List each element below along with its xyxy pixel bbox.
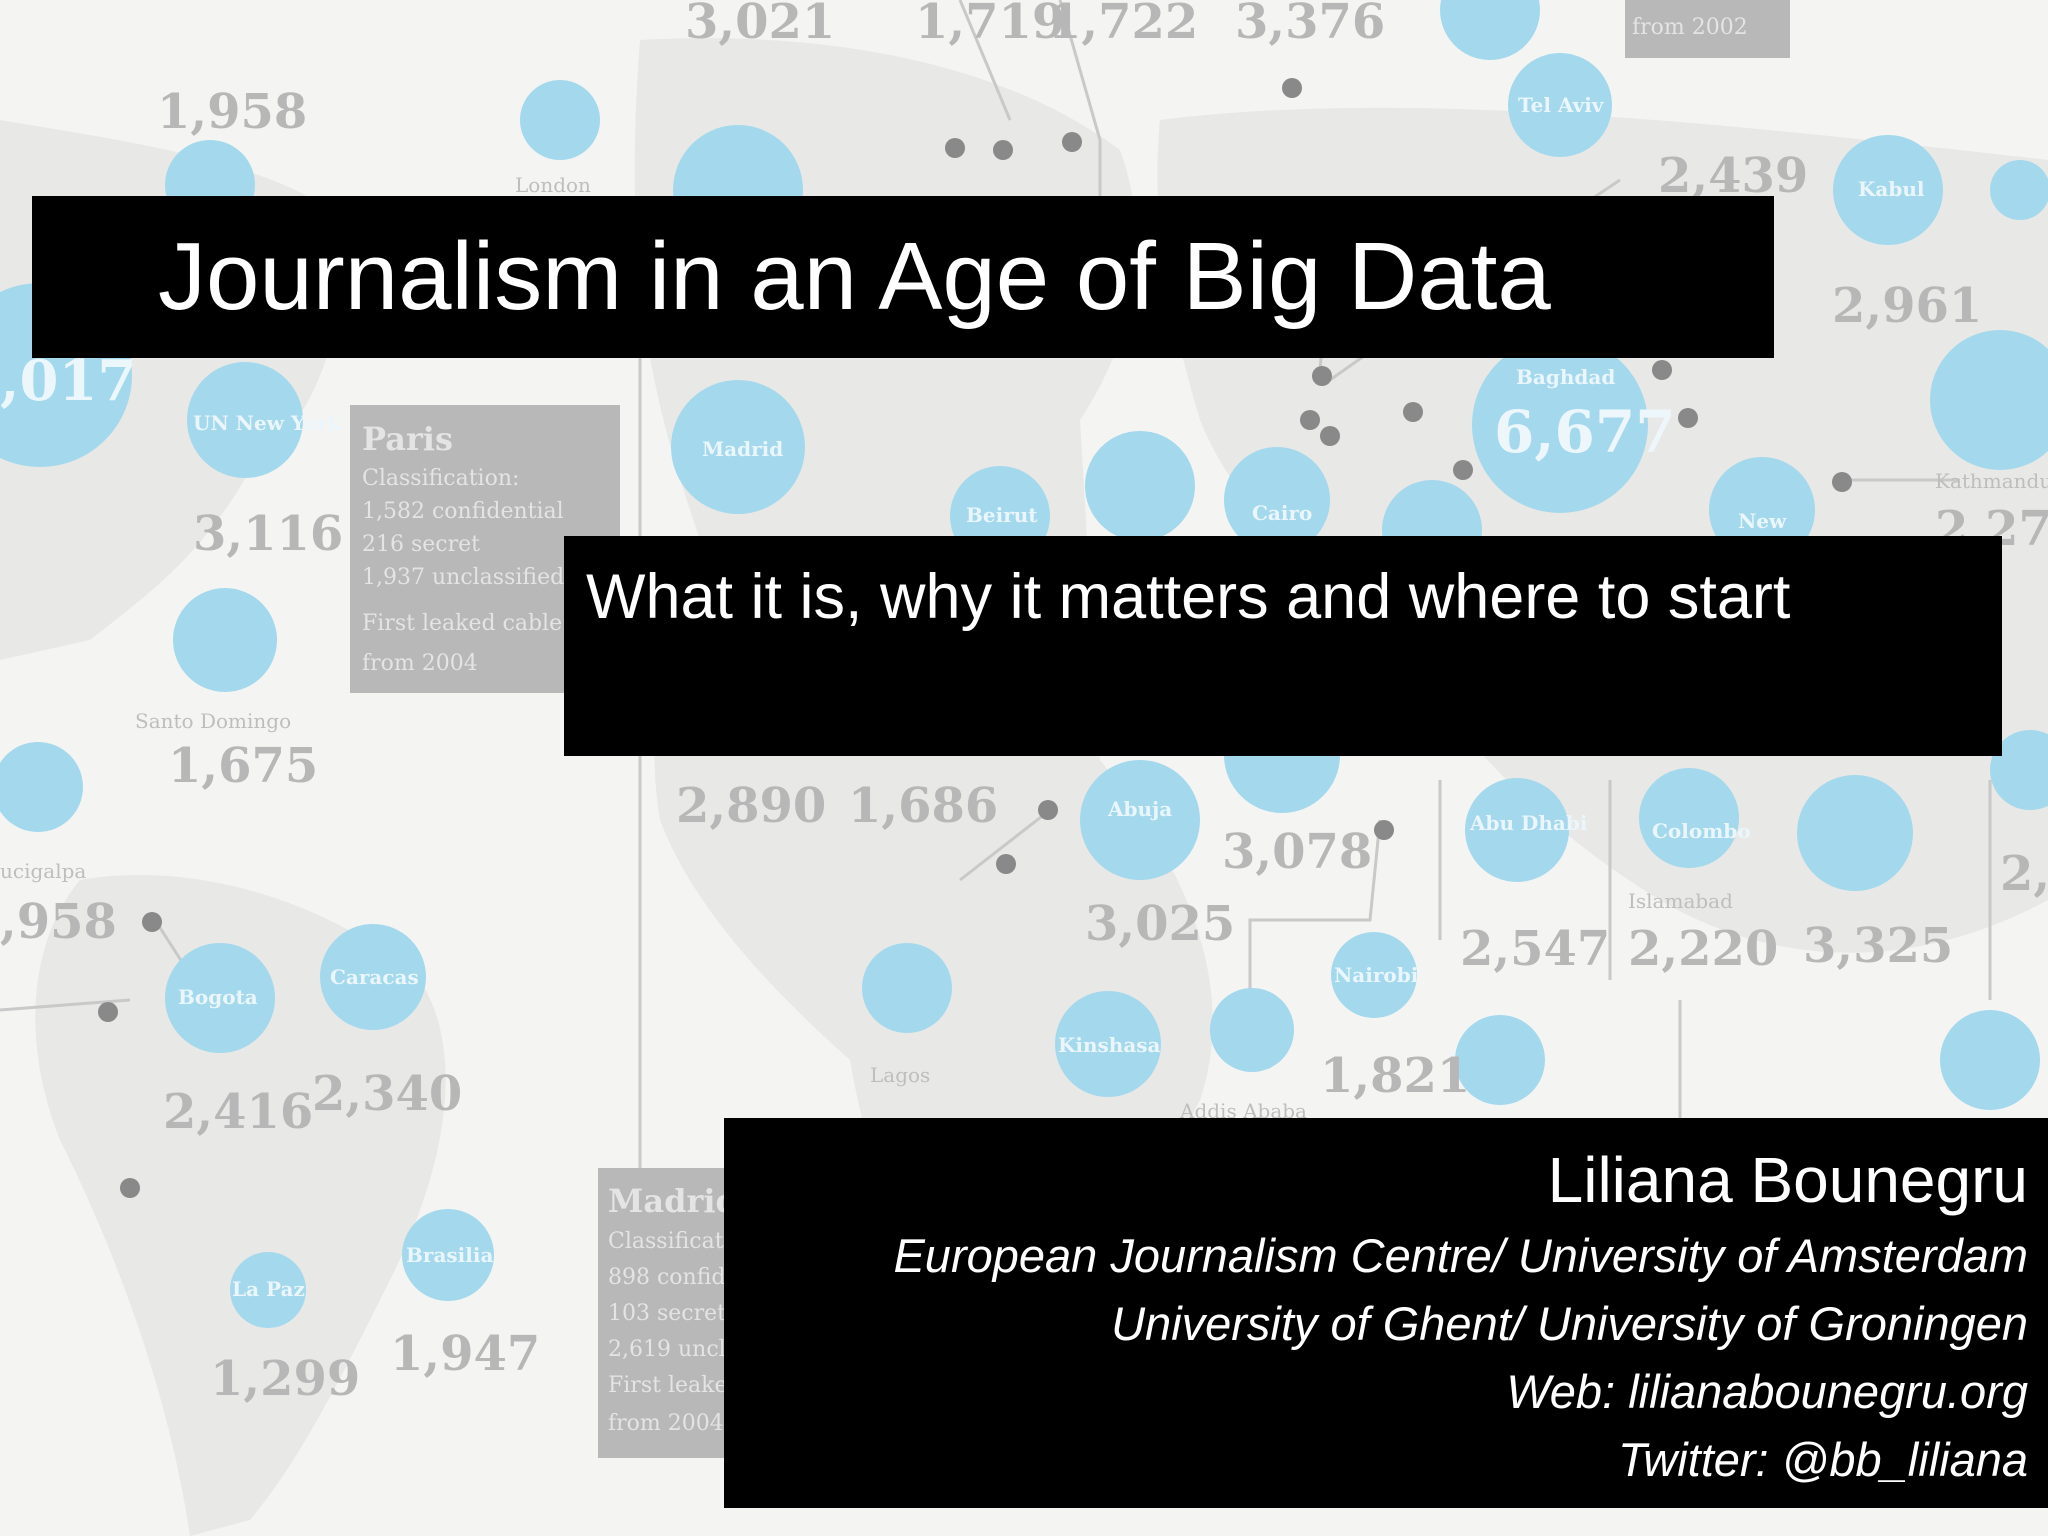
city-label: Kathmandu — [1935, 469, 2048, 493]
author-panel: Liliana Bounegru European Journalism Cen… — [724, 1118, 2048, 1508]
madrid-box-title: Madrid — [608, 1182, 738, 1220]
map-number: 3,078 — [1222, 824, 1372, 880]
paris-box-line: 216 secret — [362, 532, 480, 557]
subtitle-panel: What it is, why it matters and where to … — [564, 536, 2002, 756]
title-panel: Journalism in an Age of Big Data — [32, 196, 1774, 358]
map-number: 6,677 — [1494, 398, 1676, 466]
author-website: Web: lilianabounegru.org — [1506, 1365, 2028, 1418]
map-number: 2,416 — [163, 1084, 313, 1140]
bubble-label: Caracas — [330, 965, 419, 989]
bubble-label: Kinshasa — [1058, 1033, 1161, 1057]
paris-box-line: First leaked cable — [362, 611, 562, 636]
bubble-label: Baghdad — [1516, 365, 1615, 389]
paris-box-line: Classification: — [362, 466, 519, 491]
map-number: 2,439 — [1658, 148, 1808, 204]
bubble-label: Kabul — [1858, 177, 1925, 201]
madrid-info-box — [598, 1168, 728, 1458]
map-number: 3,116 — [193, 506, 343, 562]
map-number: 1,722 — [1048, 0, 1198, 50]
map-number: 2,220 — [1628, 921, 1778, 977]
map-number: 3,021 — [685, 0, 835, 50]
city-label: Lagos — [870, 1063, 930, 1087]
map-location-dots — [98, 78, 1852, 1198]
slide-title: Journalism in an Age of Big Data — [158, 223, 1551, 330]
bubble-label: La Paz — [232, 1277, 305, 1301]
bubble-label: Colombo — [1652, 819, 1751, 843]
bubble-label: Tel Aviv — [1518, 93, 1605, 117]
bubble-label: Bogota — [178, 985, 258, 1009]
map-number: 1,719 — [915, 0, 1065, 50]
map-number: 2,890 — [676, 778, 826, 834]
city-label: Santo Domingo — [135, 709, 291, 733]
city-label: Islamabad — [1628, 889, 1733, 913]
author-name: Liliana Bounegru — [1547, 1144, 2028, 1216]
slide-subtitle: What it is, why it matters and where to … — [586, 562, 1791, 632]
city-label: ucigalpa — [0, 859, 86, 883]
bubble-label: UN New York — [193, 411, 342, 435]
paris-box-line: 1,582 confidential — [362, 499, 564, 524]
map-number: 1,821 — [1320, 1048, 1470, 1104]
bubble-label: Madrid — [702, 437, 783, 461]
map-bubbles — [0, 0, 2048, 1328]
top-info-box — [1625, 0, 1790, 58]
bubble-label: Nairobi — [1334, 963, 1419, 987]
map-number: 1,686 — [848, 778, 998, 834]
bubble-label: Beirut — [966, 503, 1038, 527]
paris-box-line: from 2004 — [362, 651, 478, 676]
map-number: 2,340 — [312, 1066, 462, 1122]
map-number: 2,961 — [1832, 278, 1982, 334]
map-land-south-america — [35, 874, 446, 1536]
map-number: 2,9 — [2000, 846, 2048, 902]
top-box-text: from 2002 — [1632, 15, 1748, 40]
map-number: 3,376 — [1235, 0, 1385, 50]
author-affiliation-1: European Journalism Centre/ University o… — [893, 1229, 2028, 1282]
map-number: 3,325 — [1803, 918, 1953, 974]
map-number: ,958 — [0, 894, 117, 950]
bubble-label: Cairo — [1252, 501, 1312, 525]
map-number: 1,675 — [168, 738, 318, 794]
paris-box-title: Paris — [362, 420, 453, 458]
bubble-label: Brasilia — [406, 1243, 493, 1267]
author-twitter: Twitter: @bb_liliana — [1618, 1433, 2028, 1486]
map-number: 1,958 — [157, 84, 307, 140]
paris-box-line: 1,937 unclassified — [362, 565, 564, 590]
author-affiliation-2: University of Ghent/ University of Groni… — [1111, 1297, 2028, 1350]
map-number: 3,025 — [1085, 896, 1235, 952]
map-number: 1,299 — [210, 1351, 360, 1407]
bubble-label: New — [1738, 509, 1787, 533]
map-number: 2,547 — [1460, 921, 1610, 977]
city-label: London — [515, 173, 591, 197]
map-number: 1,947 — [390, 1326, 540, 1382]
madrid-box-line: from 2004 — [608, 1411, 724, 1436]
bubble-label: Abuja — [1107, 797, 1172, 821]
map-number: ,017 — [0, 348, 136, 414]
bubble-label: Abu Dhabi — [1469, 811, 1588, 835]
madrid-box-line: 103 secret — [608, 1301, 726, 1326]
